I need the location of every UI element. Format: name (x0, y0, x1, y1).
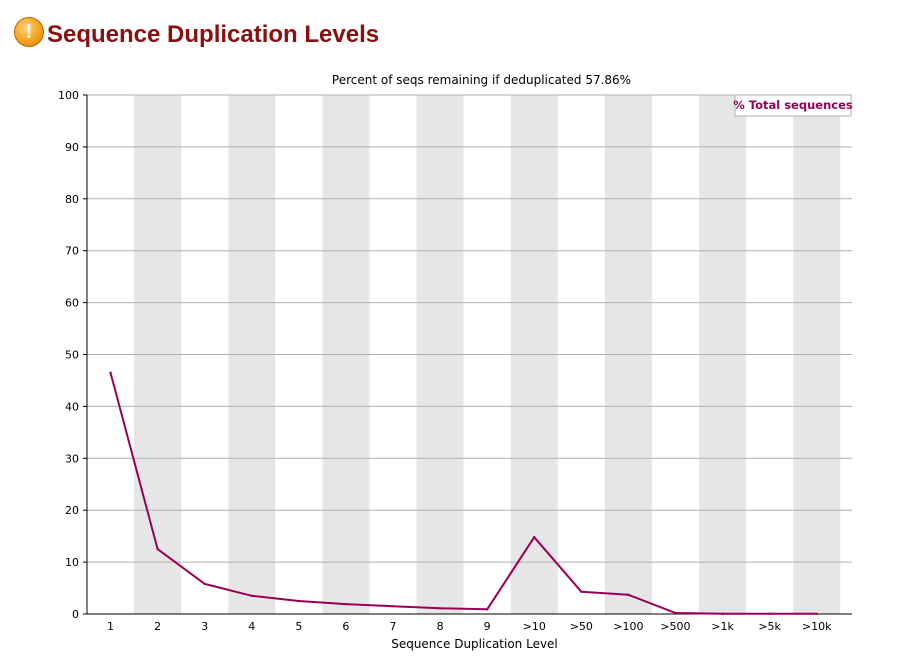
y-tick-label: 10 (65, 556, 79, 569)
x-tick-label: 1 (107, 620, 114, 633)
warning-icon: ! (14, 17, 44, 47)
data-point (203, 582, 206, 586)
y-tick-label: 30 (65, 452, 79, 465)
x-tick-label: >10k (802, 620, 832, 633)
data-point (580, 590, 583, 593)
y-tick-label: 100 (58, 89, 79, 102)
x-tick-label: 4 (248, 620, 255, 633)
data-point (674, 611, 677, 615)
data-point (438, 607, 442, 610)
data-point (627, 593, 630, 596)
y-tick-label: 50 (65, 349, 79, 362)
y-tick-label: 70 (65, 245, 79, 258)
chart-title: Percent of seqs remaining if deduplicate… (332, 73, 631, 87)
data-point (533, 535, 536, 539)
x-tick-label: 3 (201, 620, 208, 633)
x-tick-label: 7 (390, 620, 397, 633)
page-title: Sequence Duplication Levels (47, 21, 380, 48)
x-tick-label: 8 (437, 620, 444, 633)
x-tick-label: >1k (711, 620, 734, 633)
x-tick-label: 6 (342, 620, 349, 633)
x-axis-label: Sequence Duplication Level (391, 637, 558, 651)
report-header: ! Sequence Duplication Levels (14, 17, 380, 52)
y-tick-label: 20 (65, 504, 79, 517)
y-tick-label: 40 (65, 400, 79, 413)
x-tick-label: >50 (570, 620, 593, 633)
series-line (109, 372, 817, 615)
x-tick-label: >5k (758, 620, 781, 633)
data-point (815, 612, 818, 616)
data-point (109, 371, 112, 374)
y-tick-label: 0 (72, 608, 79, 621)
data-point (391, 605, 395, 608)
data-point (721, 612, 724, 615)
x-tick-label: 5 (295, 620, 302, 633)
data-point (768, 612, 771, 616)
data-point (485, 608, 489, 611)
legend-box (734, 94, 852, 117)
x-tick-label: 9 (484, 620, 491, 633)
x-tick-label: >10 (523, 620, 546, 633)
y-tick-label: 90 (65, 141, 79, 154)
x-tick-label: >100 (613, 620, 643, 633)
data-point (156, 547, 159, 551)
x-tick-label: 2 (154, 620, 161, 633)
data-point (250, 594, 253, 598)
x-tick-label: >500 (660, 620, 690, 633)
y-tick-label: 60 (65, 297, 79, 310)
legend-label: % Total sequences (733, 98, 853, 112)
data-point (297, 599, 301, 603)
data-point (344, 602, 348, 606)
y-tick-label: 80 (65, 193, 79, 206)
